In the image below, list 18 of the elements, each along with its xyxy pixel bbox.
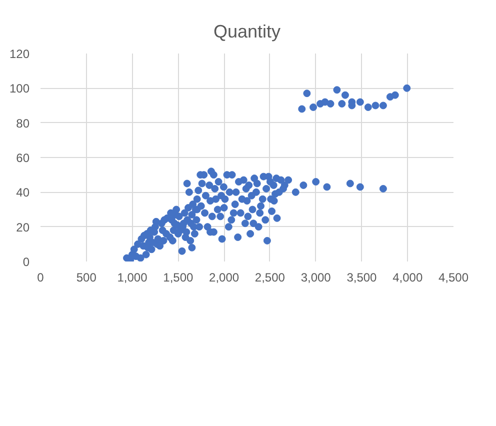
x-tick-label: 1,500 xyxy=(163,270,194,284)
y-tick-label: 40 xyxy=(16,186,30,200)
x-tick-label: 3,500 xyxy=(346,270,378,284)
y-tick-label: 100 xyxy=(9,82,30,96)
x-tick-label: 2,000 xyxy=(209,270,240,284)
y-tick-label: 60 xyxy=(16,151,30,165)
y-tick-label: 80 xyxy=(16,116,30,130)
chart-title: Quantity xyxy=(213,22,281,42)
x-tick-label: 500 xyxy=(76,270,97,284)
y-tick-label: 0 xyxy=(22,255,30,269)
x-tick-label: 1,000 xyxy=(117,270,148,284)
y-tick-label: 20 xyxy=(16,220,30,234)
y-tick-label: 120 xyxy=(9,47,30,61)
x-tick-label: 3,000 xyxy=(300,270,332,284)
x-tick-label: 4,500 xyxy=(438,270,469,284)
x-tick-label: 0 xyxy=(37,270,44,284)
x-tick-label: 4,000 xyxy=(392,270,423,284)
x-tick-label: 2,500 xyxy=(254,270,286,284)
